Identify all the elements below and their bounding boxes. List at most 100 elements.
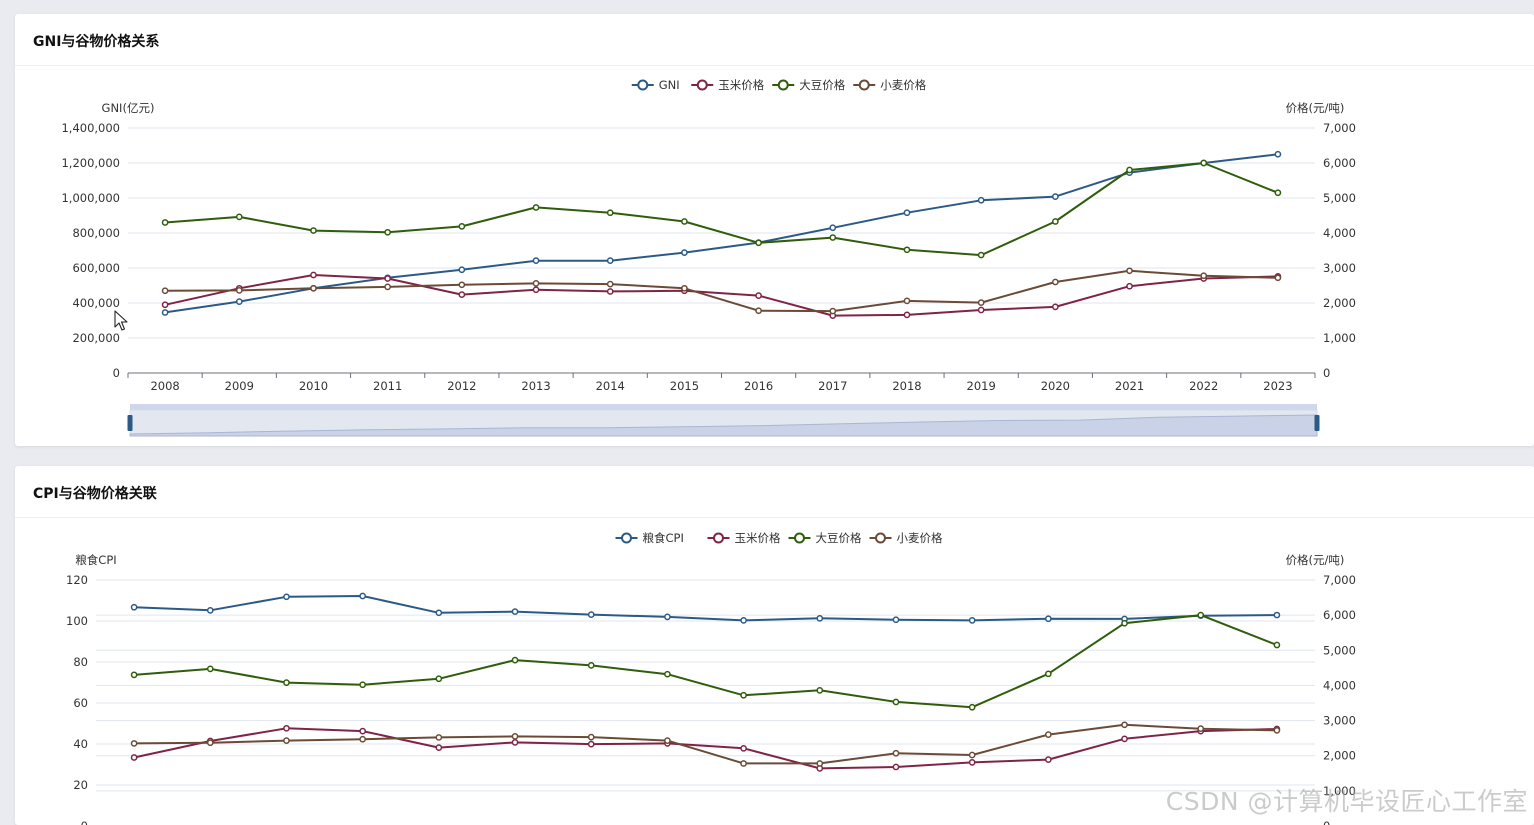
y-left-tick-label: 800,000 xyxy=(72,226,120,240)
y-right-tick-label: 5,000 xyxy=(1323,191,1356,205)
data-point xyxy=(1197,611,1205,619)
data-point xyxy=(1044,670,1052,678)
data-point xyxy=(1273,611,1281,619)
card-title: GNI与谷物价格关系 xyxy=(33,34,160,50)
data-point xyxy=(903,311,911,319)
data-point xyxy=(968,751,976,759)
y-right-tick-label: 2,000 xyxy=(1323,296,1356,310)
legend-marker xyxy=(858,79,870,91)
data-point xyxy=(161,287,169,295)
data-point xyxy=(606,288,614,295)
legend-label: 大豆价格 xyxy=(816,531,862,545)
data-point xyxy=(1044,756,1052,763)
data-point xyxy=(892,749,900,757)
data-point xyxy=(283,737,290,744)
data-point xyxy=(130,603,138,611)
data-point xyxy=(1274,150,1282,158)
y-left-tick-label: 1,400,000 xyxy=(61,121,120,135)
y-left-tick-label: 120 xyxy=(66,573,88,587)
gni-grain-price-chart: 0 200,000 400,000 600,000 800,000 1,000,000 1,… xyxy=(61,78,1356,437)
data-point xyxy=(206,739,214,747)
y-left-tick-label: 40 xyxy=(73,737,88,751)
data-point xyxy=(681,249,688,256)
data-point xyxy=(1044,731,1052,738)
data-point xyxy=(1126,166,1133,174)
y-right-tick-label: 0 xyxy=(1323,819,1330,825)
data-point xyxy=(816,686,824,694)
data-point xyxy=(664,613,671,621)
x-tick-label: 2012 xyxy=(447,379,476,393)
data-point xyxy=(1121,721,1128,729)
data-point xyxy=(606,280,614,288)
series-line-小麦价格 xyxy=(134,723,1277,765)
y-left-tick-label: 1,000,000 xyxy=(61,191,120,205)
x-tick-label: 2022 xyxy=(1189,379,1218,393)
series-line-小麦价格 xyxy=(165,269,1278,313)
legend-marker xyxy=(777,79,789,91)
data-point xyxy=(458,223,466,230)
series-line-玉米价格 xyxy=(133,727,1277,770)
data-point xyxy=(1121,619,1128,627)
data-point xyxy=(664,737,671,744)
data-point xyxy=(587,611,595,618)
gni-chart-card: GNI与谷物价格关系 0 200,000 400,000 600,000 800,000… xyxy=(15,14,1534,446)
data-point xyxy=(977,196,985,204)
data-point xyxy=(1051,303,1059,311)
x-tick-label: 2016 xyxy=(744,379,773,393)
data-point xyxy=(1273,727,1281,734)
x-tick-label: 2019 xyxy=(967,379,996,393)
data-point xyxy=(681,218,688,225)
legend-label: GNI xyxy=(659,78,680,92)
data-point xyxy=(384,283,392,291)
legend-marker xyxy=(875,532,886,544)
data-point xyxy=(235,298,243,305)
x-tick-label: 2017 xyxy=(818,379,847,393)
data-point xyxy=(359,727,367,735)
data-point xyxy=(740,744,747,752)
data-point xyxy=(816,760,824,767)
y-left-axis-title: GNI(亿元) xyxy=(102,101,155,115)
data-point xyxy=(458,291,466,298)
data-point xyxy=(283,593,290,601)
data-point xyxy=(310,284,317,292)
y-right-tick-label: 6,000 xyxy=(1323,608,1356,622)
y-right-tick-label: 0 xyxy=(1323,366,1330,380)
data-point xyxy=(1121,735,1128,743)
data-point xyxy=(130,671,138,679)
y-left-tick-label: 0 xyxy=(113,366,120,380)
data-point xyxy=(1274,274,1282,282)
legend-label: 小麦价格 xyxy=(880,78,926,92)
data-point xyxy=(532,286,540,294)
data-point xyxy=(755,307,762,315)
data-point xyxy=(681,284,688,292)
data-point xyxy=(606,257,614,264)
data-point xyxy=(1274,189,1282,197)
data-point xyxy=(1200,159,1208,167)
data-point xyxy=(606,209,614,217)
data-point xyxy=(587,662,595,669)
y-left-axis-title: 粮食CPI xyxy=(75,553,116,567)
series-line-大豆价格 xyxy=(134,614,1278,709)
data-point xyxy=(359,592,367,600)
data-point xyxy=(161,309,169,316)
data-point xyxy=(511,733,519,740)
y-right-tick-label: 3,000 xyxy=(1323,714,1356,728)
data-point xyxy=(435,609,443,617)
y-left-tick-label: 600,000 xyxy=(72,261,120,275)
data-point xyxy=(1051,193,1059,200)
legend-label: 小麦价格 xyxy=(897,531,943,545)
data-point xyxy=(435,675,443,683)
series-line-玉米价格 xyxy=(164,274,1278,317)
x-tick-label: 2018 xyxy=(892,379,921,393)
data-point xyxy=(755,239,762,247)
data-point xyxy=(1273,641,1281,649)
data-point xyxy=(511,656,519,664)
data-point xyxy=(829,307,837,315)
card-divider xyxy=(15,517,1534,518)
x-tick-label: 2013 xyxy=(521,379,550,393)
data-point xyxy=(829,224,837,232)
data-point xyxy=(384,275,392,282)
data-point xyxy=(740,617,747,624)
data-point xyxy=(206,606,214,614)
y-right-tick-label: 4,000 xyxy=(1323,226,1356,240)
